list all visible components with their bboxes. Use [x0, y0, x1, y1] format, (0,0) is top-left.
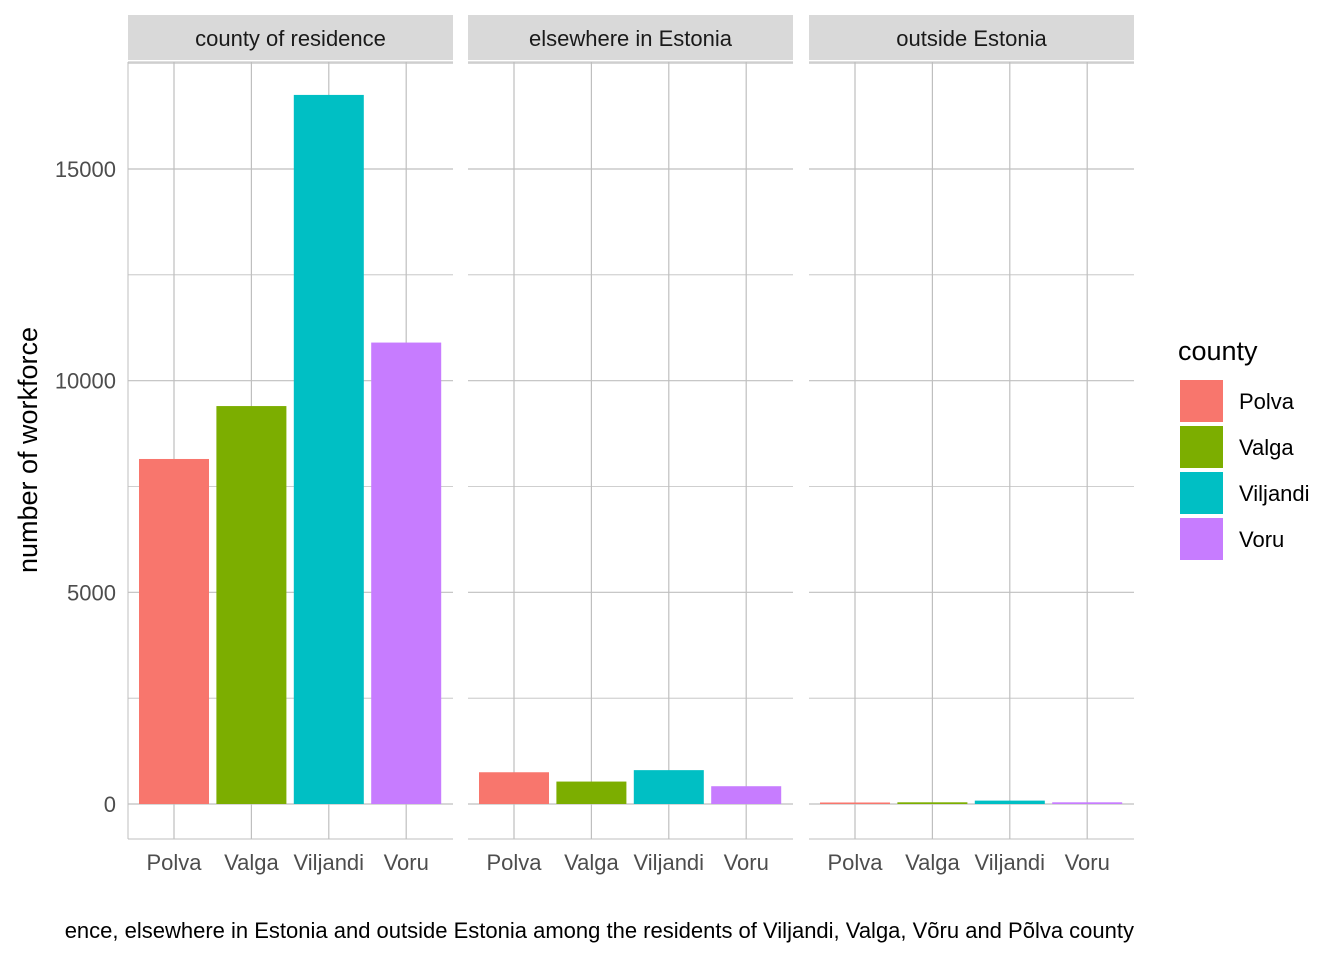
bar-polva: [820, 802, 890, 804]
bar-polva: [479, 772, 549, 804]
legend-key-voru: [1180, 518, 1223, 560]
facet-panel: outside Estonia Polva Valga Viljandi Voru: [809, 15, 1134, 875]
legend-label: Valga: [1239, 435, 1294, 460]
facet-strip-label: outside Estonia: [896, 26, 1047, 51]
x-tick-label: Viljandi: [634, 850, 705, 875]
bar-viljandi: [974, 800, 1045, 804]
bar-valga: [897, 802, 968, 804]
x-tick-label: Polva: [486, 850, 542, 875]
legend: county Polva Valga Viljandi Voru: [1178, 336, 1310, 560]
bar-polva: [139, 458, 209, 804]
x-tick-label: Valga: [224, 850, 279, 875]
facet-strip: [128, 15, 453, 60]
y-tick-label: 10000: [55, 369, 116, 394]
y-axis-label: number of workforce: [13, 327, 43, 573]
legend-key-valga: [1180, 426, 1223, 468]
y-tick-label: 5000: [67, 580, 116, 605]
legend-label: Viljandi: [1239, 481, 1310, 506]
x-tick-label: Valga: [564, 850, 619, 875]
x-tick-label: Voru: [724, 850, 769, 875]
facet-strip: [809, 15, 1134, 60]
facet-strip-label: county of residence: [195, 26, 386, 51]
facet-strip: [468, 15, 793, 60]
x-tick-label: Viljandi: [975, 850, 1046, 875]
bar-valga: [216, 406, 287, 804]
x-tick-label: Voru: [384, 850, 429, 875]
legend-label: Polva: [1239, 389, 1295, 414]
x-tick-label: Valga: [905, 850, 960, 875]
bar-voru: [711, 786, 782, 804]
x-tick-label: Voru: [1065, 850, 1110, 875]
bar-viljandi: [293, 94, 364, 804]
x-tick-label: Viljandi: [294, 850, 365, 875]
legend-label: Voru: [1239, 527, 1284, 552]
bar-voru: [371, 342, 442, 804]
facet-strip-label: elsewhere in Estonia: [529, 26, 733, 51]
bar-viljandi: [633, 770, 704, 804]
x-tick-label: Polva: [827, 850, 883, 875]
x-tick-label: Polva: [146, 850, 202, 875]
bar-valga: [556, 781, 627, 804]
legend-key-viljandi: [1180, 472, 1223, 514]
chart-caption: ence, elsewhere in Estonia and outside E…: [64, 918, 1134, 943]
legend-key-polva: [1180, 380, 1223, 422]
y-tick-label: 0: [104, 792, 116, 817]
facet-panel: county of residence Polva Valga Viljandi Vor…: [127, 15, 453, 875]
facet-panel: elsewhere in Estonia Polva Valga Viljandi Vo…: [468, 15, 793, 875]
bar-voru: [1052, 802, 1123, 804]
legend-title: county: [1178, 336, 1258, 366]
y-tick-label: 15000: [55, 157, 116, 182]
